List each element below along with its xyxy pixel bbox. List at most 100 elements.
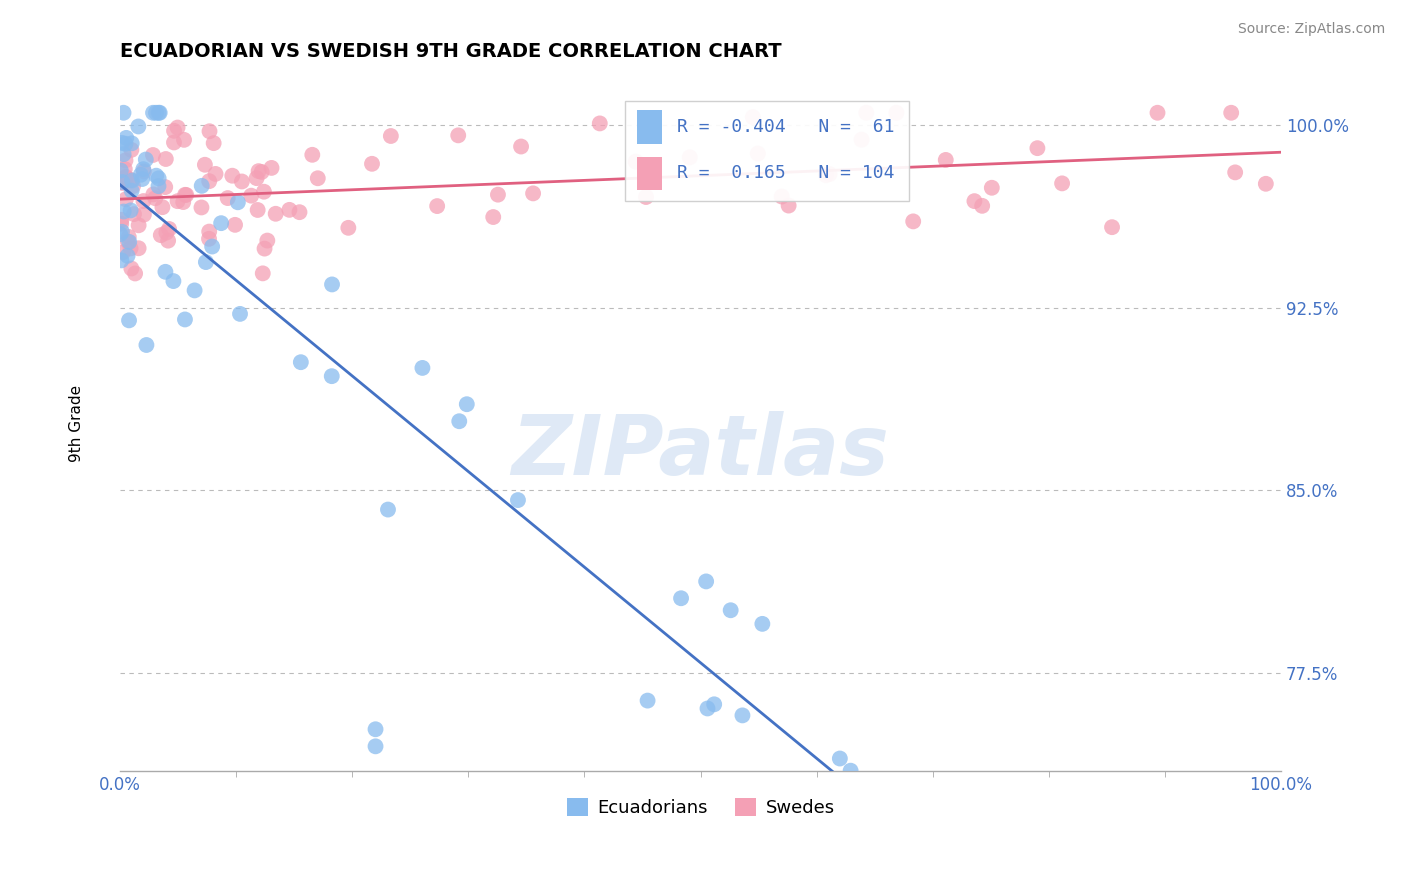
Point — [112, 147, 135, 161]
Point — [174, 312, 197, 326]
Point — [980, 180, 1002, 194]
Point — [148, 179, 170, 194]
Point — [122, 207, 145, 221]
Point — [669, 591, 692, 606]
Point — [361, 157, 384, 171]
Point — [486, 187, 509, 202]
Point — [148, 171, 170, 186]
Point — [482, 210, 505, 224]
Text: R =  0.165   N = 104: R = 0.165 N = 104 — [678, 164, 894, 183]
Point — [142, 105, 165, 120]
Point — [111, 136, 134, 150]
Point — [122, 179, 145, 194]
Point — [149, 228, 172, 243]
Point — [124, 267, 146, 281]
Point — [115, 131, 138, 145]
Point — [731, 708, 754, 723]
Point — [522, 186, 544, 201]
Point — [202, 136, 225, 150]
Point — [1254, 177, 1277, 191]
Point — [114, 136, 136, 151]
Point — [121, 173, 143, 187]
Point — [1026, 141, 1049, 155]
Point — [120, 143, 142, 157]
Point — [301, 148, 323, 162]
Point — [111, 245, 134, 260]
Point — [111, 175, 134, 189]
Point — [886, 105, 908, 120]
Point — [828, 751, 851, 765]
Point — [110, 217, 132, 231]
Point — [201, 239, 224, 253]
Point — [221, 169, 243, 183]
Point — [155, 180, 177, 194]
Point — [163, 136, 186, 150]
Point — [696, 701, 718, 715]
Point — [447, 128, 470, 143]
Point — [231, 174, 253, 188]
Point — [145, 105, 167, 120]
Point — [855, 105, 877, 120]
Point — [637, 164, 659, 178]
Point — [229, 307, 252, 321]
Point — [194, 255, 217, 269]
Point — [720, 603, 742, 617]
Point — [111, 176, 134, 190]
Point — [290, 355, 312, 369]
Point — [174, 188, 197, 202]
Point — [411, 360, 433, 375]
Point — [198, 124, 221, 138]
Point — [679, 150, 702, 164]
Point — [634, 190, 657, 204]
Point — [224, 218, 246, 232]
Point — [149, 105, 172, 120]
Point — [751, 616, 773, 631]
Point — [120, 203, 142, 218]
Point — [198, 232, 221, 246]
Point — [247, 164, 270, 178]
Point — [129, 168, 152, 182]
Point — [624, 154, 647, 169]
Point — [132, 208, 155, 222]
Text: ECUADORIAN VS SWEDISH 9TH GRADE CORRELATION CHART: ECUADORIAN VS SWEDISH 9TH GRADE CORRELAT… — [120, 42, 782, 61]
FancyBboxPatch shape — [626, 101, 910, 202]
Point — [155, 265, 177, 279]
Point — [703, 698, 725, 712]
Point — [114, 153, 136, 168]
Point — [426, 199, 449, 213]
Point — [190, 201, 212, 215]
Point — [246, 171, 269, 186]
Point — [252, 266, 274, 280]
Point — [589, 116, 612, 130]
Point — [377, 502, 399, 516]
Point — [155, 226, 177, 240]
Point — [278, 202, 301, 217]
Text: 9th Grade: 9th Grade — [69, 384, 83, 462]
Point — [110, 212, 132, 227]
Point — [108, 227, 131, 242]
Text: R = -0.404   N =  61: R = -0.404 N = 61 — [678, 118, 894, 136]
Point — [815, 168, 838, 182]
Point — [111, 176, 134, 190]
Point — [307, 171, 329, 186]
Point — [1223, 165, 1246, 179]
Point — [118, 235, 141, 249]
Point — [142, 148, 165, 162]
Point — [166, 194, 188, 209]
Point — [253, 185, 276, 199]
Point — [112, 105, 135, 120]
Point — [162, 274, 184, 288]
Point — [110, 163, 132, 178]
Point — [121, 184, 143, 198]
Point — [145, 169, 167, 183]
Point — [132, 194, 155, 208]
Point — [120, 241, 142, 255]
Point — [972, 199, 994, 213]
Bar — [637, 111, 662, 144]
Point — [111, 225, 134, 239]
Point — [174, 187, 197, 202]
Point — [364, 723, 387, 737]
Point — [778, 198, 800, 212]
Point — [110, 253, 132, 268]
Point — [741, 110, 763, 124]
